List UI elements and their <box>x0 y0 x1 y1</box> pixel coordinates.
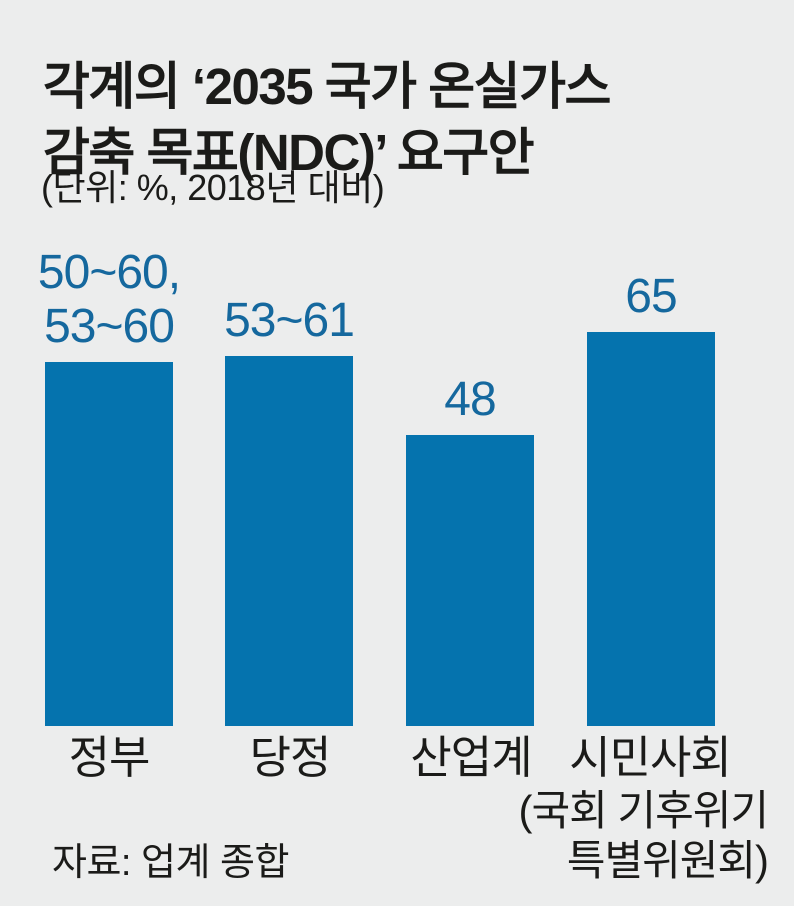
bar-industry: 48 <box>406 373 534 726</box>
chart-title-line-1: 각계의 ‘2035 국가 온실가스 <box>43 58 611 116</box>
value-line: 53~61 <box>224 294 355 347</box>
unit-note: (단위: %, 2018년 대비) <box>41 167 385 208</box>
category-label-government: 정부 <box>68 732 151 783</box>
source-note: 자료: 업계 종합 <box>52 842 289 884</box>
category-label-party-government: 당정 <box>249 732 332 783</box>
category-note-civil-society: (국회 기후위기 특별위원회) <box>519 786 769 886</box>
bar-civil-society: 65 <box>587 270 715 726</box>
value-line: 50~60, <box>37 246 181 299</box>
value-line: 53~60 <box>44 300 175 353</box>
value-line: 48 <box>444 373 496 426</box>
value-label-party-government: 53~61 <box>224 294 355 348</box>
category-note-line-1: (국회 기후위기 <box>518 787 769 834</box>
value-line: 65 <box>625 270 677 323</box>
value-label-government: 50~60, 53~60 <box>37 246 181 354</box>
category-label-industry: 산업계 <box>410 732 532 783</box>
chart-title-line-2: 감축 목표(NDC)’ 요구안 <box>43 124 535 182</box>
bar-party-government: 53~61 <box>224 294 355 726</box>
category-label-civil-society: 시민사회 <box>569 732 732 783</box>
value-label-civil-society: 65 <box>625 270 677 324</box>
category-note-line-2: 특별위원회) <box>566 837 769 884</box>
bar-government: 50~60, 53~60 <box>38 246 181 726</box>
chart-title: 각계의 ‘2035 국가 온실가스 감축 목표(NDC)’ 요구안 <box>43 54 611 186</box>
value-label-industry: 48 <box>444 373 496 427</box>
